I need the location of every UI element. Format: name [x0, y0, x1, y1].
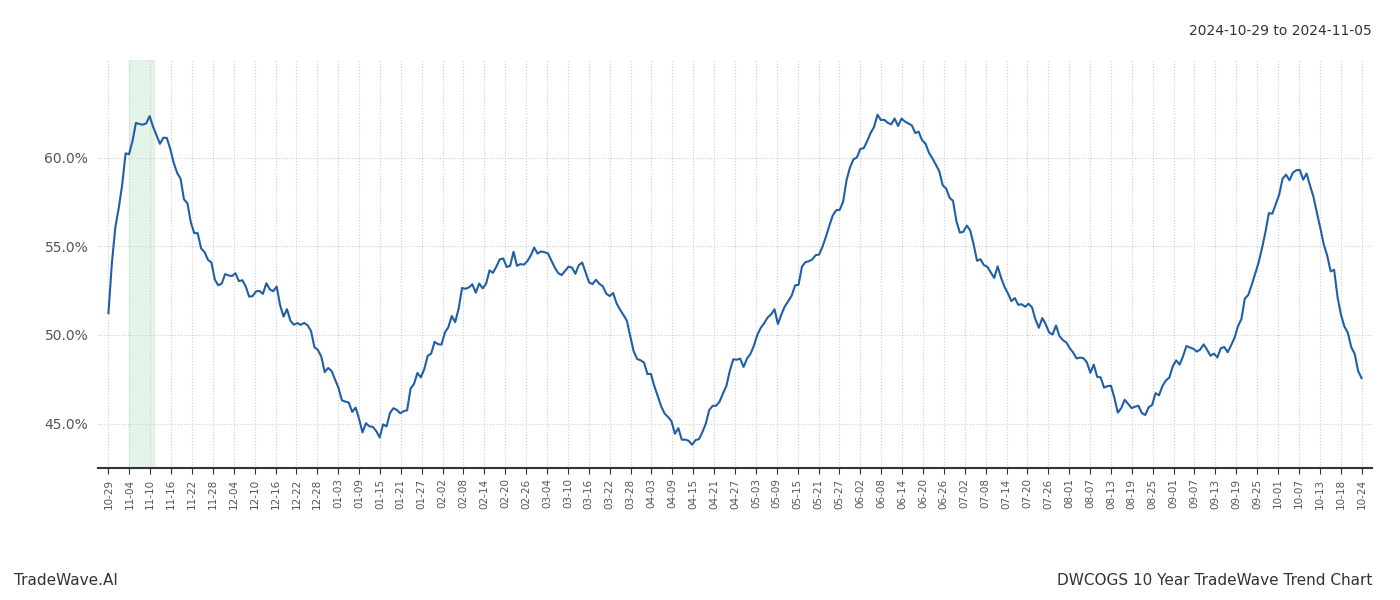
Text: TradeWave.AI: TradeWave.AI	[14, 573, 118, 588]
Text: DWCOGS 10 Year TradeWave Trend Chart: DWCOGS 10 Year TradeWave Trend Chart	[1057, 573, 1372, 588]
Text: 2024-10-29 to 2024-11-05: 2024-10-29 to 2024-11-05	[1189, 24, 1372, 38]
Bar	[129, 60, 154, 468]
